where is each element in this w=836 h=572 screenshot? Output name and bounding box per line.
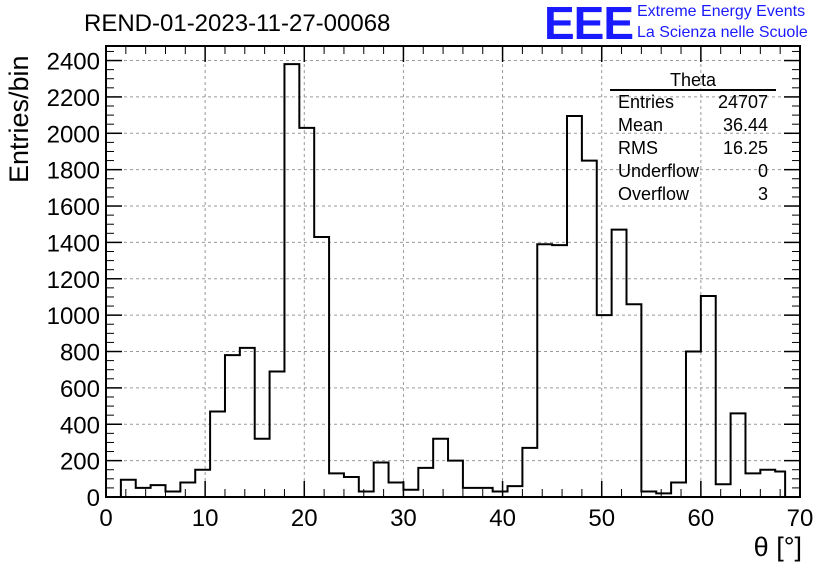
logo-text-line1: Extreme Energy Events bbox=[637, 3, 806, 20]
x-tick-label: 70 bbox=[787, 505, 814, 532]
stats-row-rms: RMS 16.25 bbox=[610, 137, 776, 160]
stats-value: 3 bbox=[757, 184, 768, 204]
x-axis-label: θ [°] bbox=[753, 532, 802, 562]
eee-logo: EEE bbox=[544, 0, 634, 49]
y-tick-label: 400 bbox=[60, 412, 100, 439]
x-tick-label: 20 bbox=[291, 505, 318, 532]
x-tick-label: 0 bbox=[99, 505, 112, 532]
stats-title: Theta bbox=[610, 70, 776, 91]
stats-box: Theta Entries 24707 Mean 36.44 RMS 16.25… bbox=[610, 70, 776, 206]
y-tick-label: 0 bbox=[87, 485, 100, 512]
y-tick-label: 1800 bbox=[47, 158, 100, 185]
stats-label: Entries bbox=[618, 92, 675, 112]
plot-frame bbox=[105, 45, 801, 498]
y-tick-label: 1400 bbox=[47, 230, 100, 257]
x-tick-label: 30 bbox=[390, 505, 417, 532]
tick-labels: 0200400600800100012001400160018002000220… bbox=[47, 49, 814, 532]
stats-label: Mean bbox=[618, 115, 664, 135]
stats-label: Overflow bbox=[618, 184, 690, 204]
stats-row-overflow: Overflow 3 bbox=[610, 183, 776, 206]
stats-row-entries: Entries 24707 bbox=[610, 91, 776, 114]
stats-value: 16.25 bbox=[722, 138, 768, 158]
x-tick-label: 40 bbox=[489, 505, 516, 532]
logo-text-line2: La Scienza nelle Scuole bbox=[637, 24, 808, 41]
grid-lines bbox=[106, 46, 800, 497]
stats-label: RMS bbox=[618, 138, 658, 158]
x-tick-label: 10 bbox=[192, 505, 219, 532]
y-tick-label: 2000 bbox=[47, 121, 100, 148]
x-tick-label: 50 bbox=[588, 505, 615, 532]
y-tick-label: 200 bbox=[60, 449, 100, 476]
stats-row-underflow: Underflow 0 bbox=[610, 160, 776, 183]
y-tick-label: 2200 bbox=[47, 85, 100, 112]
y-tick-label: 1200 bbox=[47, 267, 100, 294]
y-tick-label: 1600 bbox=[47, 194, 100, 221]
y-tick-label: 800 bbox=[60, 340, 100, 367]
stats-value: 36.44 bbox=[722, 115, 768, 135]
y-axis-label: Entries/bin bbox=[4, 55, 34, 183]
y-tick-label: 600 bbox=[60, 376, 100, 403]
stats-value: 0 bbox=[757, 161, 768, 181]
stats-label: Underflow bbox=[618, 161, 700, 181]
histogram-series-line bbox=[106, 63, 787, 498]
x-tick-label: 60 bbox=[688, 505, 715, 532]
chart-title: REND-01-2023-11-27-00068 bbox=[84, 10, 391, 37]
y-tick-label: 1000 bbox=[47, 303, 100, 330]
y-tick-label: 2400 bbox=[47, 49, 100, 76]
stats-value: 24707 bbox=[717, 92, 768, 112]
stats-row-mean: Mean 36.44 bbox=[610, 114, 776, 137]
